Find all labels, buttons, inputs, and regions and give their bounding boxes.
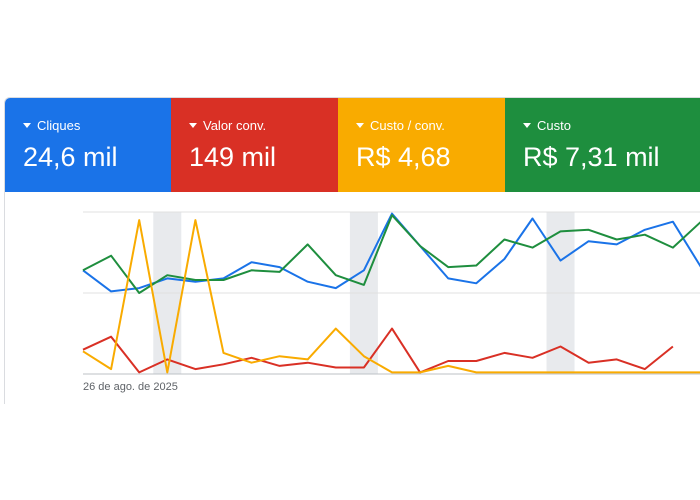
metric-label: Valor conv.: [203, 118, 267, 133]
x-axis-start-label: 26 de ago. de 2025: [83, 381, 178, 393]
caret-down-icon: [23, 123, 31, 128]
metric-label: Custo / conv.: [370, 118, 445, 133]
caret-down-icon: [356, 123, 364, 128]
metric-tile-conv-value[interactable]: Valor conv. 149 mil: [171, 98, 338, 192]
metric-tile-cost-per-conv[interactable]: Custo / conv. R$ 4,68: [338, 98, 505, 192]
metric-label: Cliques: [37, 118, 81, 133]
metric-value: 24,6 mil: [23, 142, 118, 172]
metric-tile-clicks[interactable]: Cliques 24,6 mil: [5, 98, 171, 192]
metric-value: 149 mil: [189, 142, 277, 172]
line-chart: [82, 211, 700, 375]
metric-value: R$ 7,31 mil: [523, 142, 660, 172]
performance-card: Cliques 24,6 mil Valor conv. 149 mil Cus…: [4, 97, 700, 404]
series-line: [82, 219, 700, 374]
series-line: [82, 212, 700, 293]
metric-label: Custo: [537, 118, 571, 133]
series-line: [82, 214, 700, 294]
metric-value: R$ 4,68: [356, 142, 451, 172]
caret-down-icon: [523, 123, 531, 128]
series-line: [82, 327, 674, 374]
metric-tile-cost[interactable]: Custo R$ 7,31 mil: [505, 98, 700, 192]
caret-down-icon: [189, 123, 197, 128]
metric-tiles: Cliques 24,6 mil Valor conv. 149 mil Cus…: [5, 98, 700, 192]
